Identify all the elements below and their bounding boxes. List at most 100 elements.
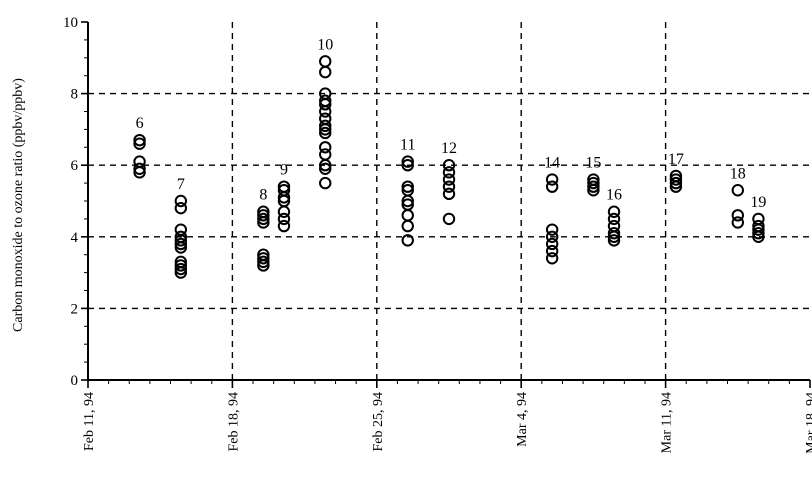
group-label: 12: [441, 140, 457, 157]
data-point: [401, 159, 414, 172]
data-point: [319, 87, 332, 100]
data-point: [174, 255, 188, 269]
data-point: [257, 252, 270, 265]
group-label: 19: [750, 194, 766, 211]
data-point: [587, 180, 600, 193]
x-tick-label: Mar 18, 94: [804, 392, 812, 454]
data-point: [319, 94, 332, 107]
data-point: [442, 173, 456, 186]
data-points: [133, 55, 765, 279]
data-point: [545, 237, 559, 251]
data-point: [319, 112, 332, 125]
group-label: 16: [606, 187, 622, 204]
data-point: [319, 162, 332, 175]
data-point: [133, 162, 146, 175]
data-point: [277, 205, 291, 218]
data-point: [174, 223, 188, 236]
data-point: [319, 119, 332, 133]
y-tick-label: 4: [71, 230, 79, 246]
x-tick-label: Mar 4, 94: [515, 392, 530, 447]
data-point: [174, 237, 188, 251]
data-point: [545, 180, 559, 193]
data-point: [669, 173, 683, 186]
axes: 0 2 4 6 8 10 Feb 11, 94 Feb 18, 94 Feb 25, 94 Mar…: [63, 15, 812, 454]
group-label: 7: [177, 176, 185, 193]
data-point: [587, 173, 600, 186]
data-point: [401, 234, 414, 247]
data-point: [174, 194, 188, 208]
group-label: 17: [668, 151, 684, 168]
group-label: 6: [136, 115, 144, 132]
data-point: [545, 252, 559, 265]
data-point: [442, 166, 456, 179]
grid-lines: [88, 22, 810, 380]
data-point: [401, 180, 414, 193]
data-point: [174, 201, 188, 215]
data-point: [545, 230, 559, 244]
y-tick-label: 6: [71, 158, 79, 174]
data-point: [587, 176, 600, 190]
y-tick-label: 2: [71, 301, 79, 317]
x-tick-label: Feb 25, 94: [371, 392, 386, 452]
data-point: [319, 55, 332, 68]
data-point: [607, 205, 621, 218]
x-tick-label: Mar 11, 94: [660, 392, 675, 453]
data-point: [257, 205, 270, 218]
data-point: [257, 209, 270, 222]
data-point: [545, 223, 559, 236]
data-point: [607, 234, 621, 247]
data-point: [277, 212, 291, 226]
data-point: [752, 219, 765, 233]
data-point: [752, 212, 765, 226]
data-point: [401, 219, 414, 233]
data-point: [607, 219, 621, 233]
data-point: [442, 159, 456, 172]
data-point: [752, 227, 765, 240]
group-label: 18: [730, 165, 746, 182]
data-point: [133, 155, 146, 168]
data-point: [669, 176, 683, 190]
group-label: 8: [259, 187, 267, 204]
data-point: [133, 133, 146, 147]
data-point: [319, 65, 332, 79]
data-point: [174, 259, 188, 272]
data-point: [731, 216, 744, 229]
data-point: [442, 212, 456, 226]
data-point: [401, 184, 414, 197]
data-point: [319, 148, 332, 161]
data-point: [257, 255, 270, 269]
data-point: [401, 209, 414, 222]
data-point: [319, 176, 332, 190]
data-point: [607, 212, 621, 226]
data-point: [277, 184, 291, 197]
data-point: [319, 126, 332, 140]
data-point: [401, 198, 414, 211]
data-point: [257, 248, 270, 261]
group-label: 9: [280, 162, 288, 179]
data-point: [133, 137, 146, 150]
y-tick-label: 8: [71, 87, 79, 103]
group-label: 14: [544, 155, 560, 172]
data-point: [669, 169, 683, 183]
group-label: 10: [317, 36, 333, 53]
data-point: [401, 155, 414, 168]
x-tick-label: Feb 18, 94: [226, 392, 241, 452]
data-point: [277, 219, 291, 233]
y-axis-label: Carbon monoxide to ozone ratio (ppbv/ppb…: [11, 78, 26, 332]
data-point: [545, 173, 559, 186]
data-point: [442, 180, 456, 193]
data-point: [277, 180, 291, 193]
data-point: [319, 141, 332, 154]
data-point: [442, 187, 456, 201]
data-point: [607, 227, 621, 240]
y-tick-label: 10: [63, 15, 78, 31]
data-point: [731, 209, 744, 222]
data-point: [545, 244, 559, 258]
data-point: [731, 184, 744, 197]
group-label: 11: [400, 137, 415, 154]
y-tick-label: 0: [71, 373, 79, 389]
group-label: 15: [585, 155, 601, 172]
data-point: [174, 262, 188, 276]
